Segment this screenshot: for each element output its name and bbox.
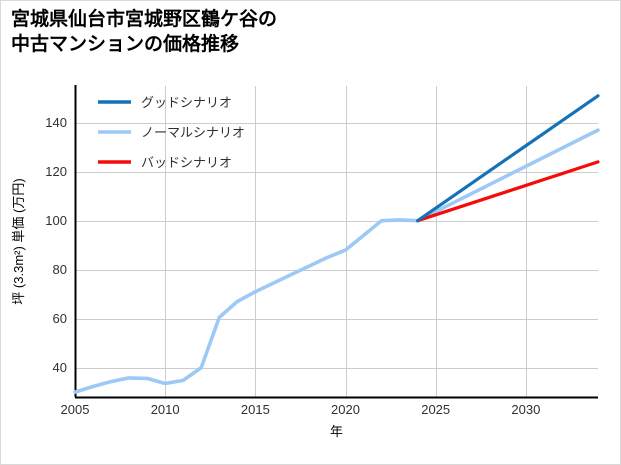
y-axis-tick-labels: 40 60 80 100 120 140 bbox=[45, 115, 67, 375]
legend-label-2: バッドシナリオ bbox=[141, 155, 232, 170]
x-tick-label: 2015 bbox=[241, 402, 270, 417]
y-tick-label: 100 bbox=[45, 213, 67, 228]
y-tick-label: 60 bbox=[53, 311, 67, 326]
axis-titles: 年 坪 (3.3m²) 単価 (万円) bbox=[11, 178, 343, 439]
series-lines bbox=[73, 94, 600, 394]
x-axis-tick-labels: 2005 2010 2015 2020 2025 2030 bbox=[61, 402, 541, 417]
x-tick-label: 2020 bbox=[331, 402, 360, 417]
series-line-2 bbox=[416, 160, 600, 223]
page-title: 宮城県仙台市宮城野区鶴ケ谷の 中古マンションの価格推移 bbox=[11, 9, 278, 56]
gridlines bbox=[75, 86, 598, 397]
x-axis-title: 年 bbox=[330, 424, 343, 439]
y-tick-label: 140 bbox=[45, 115, 67, 130]
legend-label-1: ノーマルシナリオ bbox=[141, 125, 245, 140]
x-tick-label: 2025 bbox=[421, 402, 450, 417]
axis-lines bbox=[74, 85, 598, 399]
y-tick-label: 40 bbox=[53, 360, 67, 375]
x-tick-label: 2005 bbox=[61, 402, 90, 417]
series-line-1 bbox=[73, 128, 600, 394]
y-tick-label: 120 bbox=[45, 164, 67, 179]
x-tick-label: 2010 bbox=[151, 402, 180, 417]
series-line-0 bbox=[416, 94, 600, 223]
y-axis-title: 坪 (3.3m²) 単価 (万円) bbox=[11, 178, 26, 304]
x-tick-label: 2030 bbox=[511, 402, 540, 417]
legend-label-0: グッドシナリオ bbox=[141, 95, 232, 110]
y-tick-label: 80 bbox=[53, 262, 67, 277]
